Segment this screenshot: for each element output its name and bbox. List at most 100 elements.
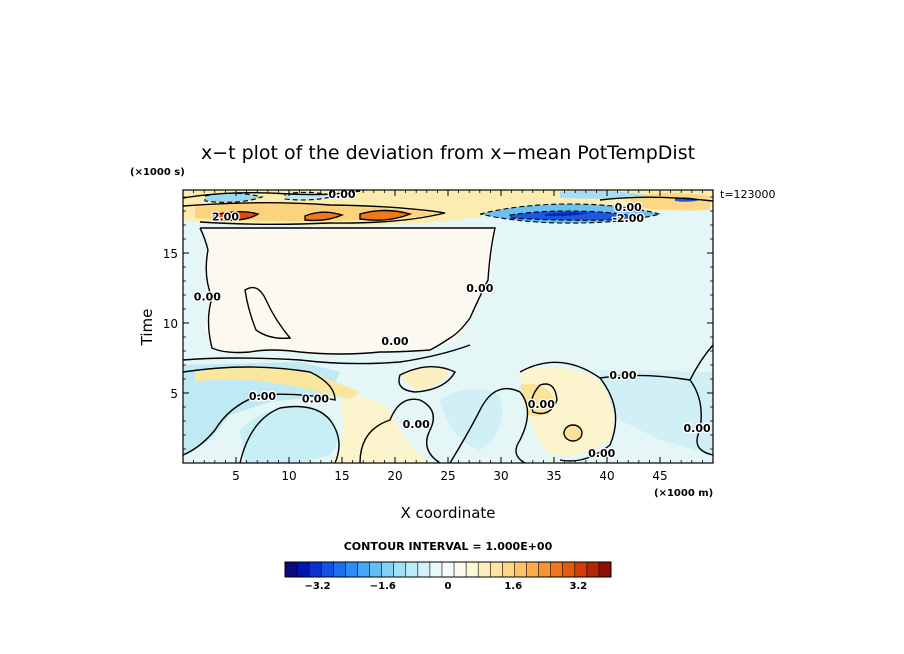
contour-label: 0.00 <box>466 282 493 295</box>
colorbar-swatch <box>333 562 346 577</box>
colorbar-swatch <box>598 562 612 577</box>
lower-cold-patch-right <box>600 370 713 455</box>
contour-label: 0.00 <box>381 335 408 348</box>
colorbar-swatch <box>405 562 419 577</box>
contour-line-lower-eddy-a <box>239 405 340 463</box>
x-tick-label: 10 <box>281 469 296 483</box>
colorbar-swatch <box>345 562 358 577</box>
colorbar-swatch <box>538 562 551 577</box>
lower-cold-patch-mid <box>240 407 338 463</box>
y-tick-label: 15 <box>163 247 178 261</box>
contour-line-warm-core-left <box>213 211 260 222</box>
contour-line-lower-left <box>183 366 336 456</box>
upper-cold-core-accent <box>545 212 590 217</box>
upper-cold-core <box>510 211 632 221</box>
colorbar-swatch <box>321 562 334 577</box>
x-unit-label: (×1000 m) <box>654 488 713 499</box>
contour-line-right-edge <box>689 344 713 381</box>
colorbar-swatch <box>454 562 467 577</box>
dashed-contour-mid <box>284 191 336 201</box>
lower-warm-strip <box>195 367 360 400</box>
colorbar-swatch <box>309 562 322 577</box>
colorbar-swatch <box>357 562 370 577</box>
lower-warm-spot <box>564 425 582 441</box>
colorbar-swatch <box>550 562 564 577</box>
colorbar-swatch <box>393 562 407 577</box>
lower-warm-patch-a <box>330 397 430 463</box>
contour-label: 0.00 <box>249 390 276 403</box>
colorbar-swatch <box>562 562 576 577</box>
contour-label: 0.00 <box>615 201 642 214</box>
x-tick-label: 45 <box>652 469 667 483</box>
dashed-contour-left <box>204 192 264 203</box>
colorbar-swatch <box>478 562 491 577</box>
upper-warm-core-mid <box>305 212 342 221</box>
contour-label: 2.00 <box>212 211 239 224</box>
contour-label-group: 0.002.000.00-2.000.000.000.000.000.00 0.0… <box>193 187 713 462</box>
colorbar-swatch <box>417 562 431 577</box>
colorbar-tick-label: 0 <box>445 581 452 592</box>
contour-line-warm-ring <box>530 383 558 415</box>
contour-label: 0.00 <box>528 398 555 411</box>
contour-interval-label: CONTOUR INTERVAL = 1.000E+00 <box>344 540 553 553</box>
colorbar-tick-label: 1.6 <box>504 581 522 592</box>
contour-line-lower-eddy-d <box>398 366 456 393</box>
colorbar-swatch <box>369 562 382 577</box>
x-tick-label: 40 <box>599 469 614 483</box>
x-tick-label: 20 <box>387 469 402 483</box>
contour-label: 0.00 <box>588 447 615 460</box>
contour-line-warm-core-mid <box>304 211 345 222</box>
contour-line-warm-core-right <box>359 209 413 221</box>
y-axis: 5 10 15 <box>163 196 713 450</box>
colorbar: −3.2 −1.6 0 1.6 3.2 <box>284 561 612 592</box>
colorbar-swatch <box>285 562 298 577</box>
colorbar-frame <box>284 561 612 578</box>
contour-line-lower-right <box>599 374 713 456</box>
lower-warm-patch-d <box>400 366 450 390</box>
colorbar-tick-label: −1.6 <box>370 581 396 592</box>
contour-line-warm-band <box>183 202 446 225</box>
contour-label: 0.00 <box>609 369 636 382</box>
contour-line-mixed-plume <box>244 286 292 340</box>
contour-line-top <box>183 190 361 199</box>
x-axis-label: X coordinate <box>400 504 495 522</box>
colorbar-swatch <box>526 562 539 577</box>
x-tick-label: 30 <box>493 469 508 483</box>
dashed-contour-cold-core <box>509 210 633 221</box>
contour-label: 0.00 <box>403 418 430 431</box>
colorbar-swatch <box>466 562 479 577</box>
x-tick-label: 5 <box>232 469 240 483</box>
contour-line-mixed-layer <box>199 227 496 355</box>
lower-warm-patch-c <box>520 384 555 416</box>
colorbar-swatch <box>490 562 503 577</box>
colorbar-swatch <box>429 562 443 577</box>
contour-label: 0.00 <box>302 393 329 406</box>
contour-label: 0.00 <box>684 422 711 435</box>
y-tick-label: 10 <box>163 317 178 331</box>
x-tick-label: 25 <box>440 469 455 483</box>
y-tick-label: 5 <box>170 387 178 401</box>
colorbar-swatch <box>381 562 394 577</box>
x-tick-label: 15 <box>334 469 349 483</box>
colorbar-swatch <box>441 562 455 577</box>
contour-field <box>183 190 713 463</box>
x-axis: 5 10 15 20 25 30 35 40 45 <box>193 190 703 483</box>
lower-cold-patch-center <box>440 388 503 450</box>
chart-title: x−t plot of the deviation from x−mean Po… <box>201 142 695 164</box>
contour-line-right-top <box>599 196 713 202</box>
x-tick-label: 35 <box>546 469 561 483</box>
colorbar-swatch <box>502 562 515 577</box>
mixed-layer-region <box>200 228 495 355</box>
upper-cold-patch-top-right <box>560 190 650 199</box>
dashed-contour-lines <box>204 191 661 224</box>
contour-line-lower-eddy-c <box>449 387 529 463</box>
contour-line-mixed-bottom <box>183 344 471 365</box>
contour-label: -2.00 <box>612 212 644 225</box>
contour-lines <box>183 190 713 463</box>
colorbar-tick-label: −3.2 <box>305 581 331 592</box>
contour-line-lower-eddy-e <box>519 361 617 462</box>
contour-line-warm-spot <box>563 424 583 442</box>
contour-line-lower-eddy-b <box>359 398 441 463</box>
y-unit-label: (×1000 s) <box>130 167 185 178</box>
